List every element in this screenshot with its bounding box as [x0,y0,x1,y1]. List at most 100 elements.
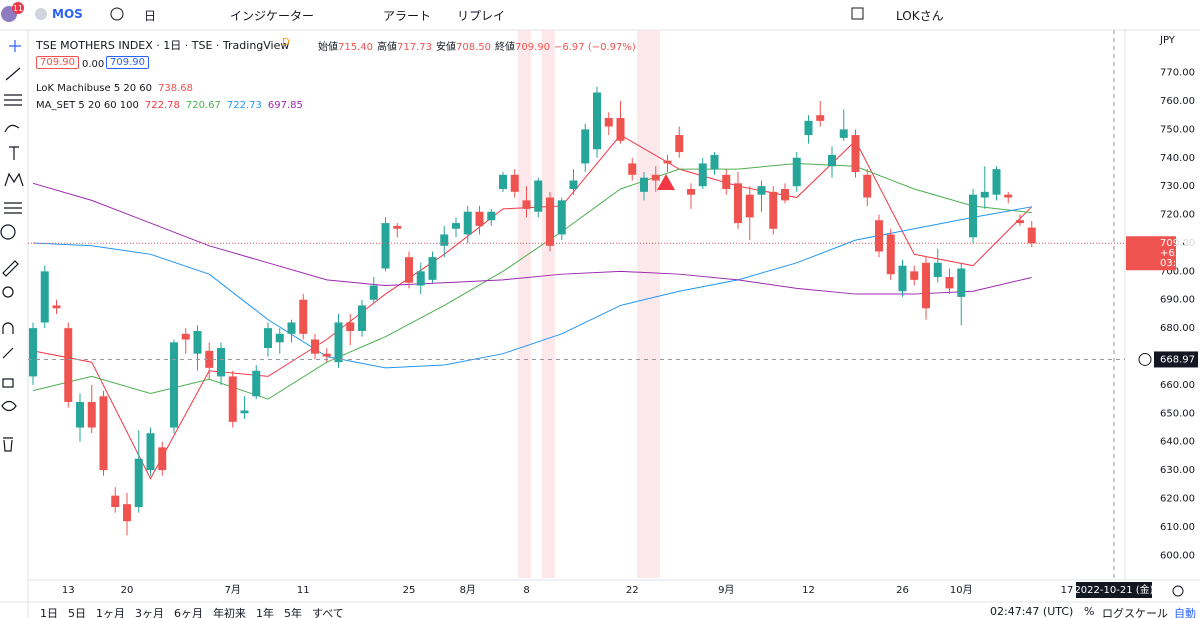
x-tick-label: 26 [896,585,909,596]
candle-body [158,447,167,471]
pattern-tool[interactable] [4,172,24,187]
alert-button[interactable]: アラート [383,9,432,23]
range-button[interactable]: 6ヶ月 [174,607,203,618]
candle-body [393,225,402,229]
line-tool[interactable] [5,67,21,81]
replay-button[interactable]: リプレイ [457,9,506,23]
y-tick-label: 710.00 [1160,238,1195,249]
interval[interactable]: 日 [144,9,157,23]
symbol[interactable]: MOS [52,7,83,21]
zoom-tool[interactable] [2,286,14,298]
candle-body [710,154,719,170]
range-button[interactable]: 5日 [68,607,86,618]
last-price-countdown: 03:33:11 [1160,258,1200,269]
candle-body [804,120,813,136]
range-button[interactable]: 1日 [40,607,58,618]
candle-body [381,223,390,269]
ohlc-label: 終値 [495,42,515,53]
crosshair-price: 668.97 [1160,354,1195,365]
settings-icon[interactable] [1172,585,1184,597]
candle-body [76,401,84,428]
candle-body [405,257,413,283]
y-tick-label: 770.00 [1160,68,1195,79]
candle-body [569,180,578,190]
candle-body [99,396,108,471]
y-tick-label: 660.00 [1160,380,1195,391]
text-tool[interactable] [9,146,19,160]
candle-body [698,163,707,187]
candle-body [675,135,684,153]
y-tick-label: 640.00 [1160,437,1195,448]
prediction-tool[interactable] [4,202,22,214]
percent-toggle[interactable]: % [1084,605,1095,618]
y-tick-label: 700.00 [1160,266,1195,277]
last-price-change: +6.47% [1160,248,1200,259]
candle-body [64,328,73,402]
last-price-label: 709.90 [1160,238,1195,249]
candle-body [557,200,566,235]
y-tick-label: 630.00 [1160,465,1195,476]
range-button[interactable]: 5年 [284,607,302,618]
candle-body [275,333,284,343]
indicators-button[interactable]: インジケーター [230,9,315,23]
range-button[interactable]: 年初来 [213,607,246,618]
candle-body [969,194,977,238]
study-name: LoK Machibuse 5 20 60 [36,83,153,94]
x-tick-label: 13 [62,585,75,596]
add-symbol[interactable] [110,7,124,21]
lock-tool[interactable] [2,378,14,388]
candle-body [898,265,907,292]
badge-bg [12,2,24,14]
ohlc-value: 709.90 [515,42,550,53]
legend-ohlc: 始値715.40 高値717.73 安値708.50 終値709.90 −6.97 (−… [318,38,636,53]
crosshair-add [1138,352,1152,366]
ohlc-value: 717.73 [397,42,432,53]
candle-body [87,401,96,428]
cursor-tool[interactable] [9,40,21,52]
currency-label: JPY [1159,35,1176,46]
candle-body [734,183,742,224]
emoji-tool[interactable] [0,224,16,240]
fib-tool[interactable] [4,94,22,106]
plot [29,86,1036,536]
legend-title: TSE MOTHERS INDEX · 1日 · TSE · TradingVi… [36,39,290,52]
candle-body [487,211,496,221]
checkbox[interactable] [851,7,864,20]
candle-body [1027,227,1036,244]
range-button[interactable]: すべて [312,607,344,618]
candle-body [475,211,484,226]
candle-body [228,376,237,422]
hide-tool[interactable] [1,400,17,412]
candle-body [358,305,366,331]
auto-toggle[interactable]: 自動 [1174,607,1196,618]
candle-body [593,92,601,150]
range-button[interactable]: 1年 [256,607,274,618]
candle-body [781,189,789,201]
brush-tool[interactable] [4,124,20,133]
candle-body [287,322,296,334]
left-toolbar [0,40,24,452]
ma-line [32,206,1032,369]
lock-draw-tool[interactable] [2,347,14,359]
candle-body [628,163,637,175]
candle-body [522,200,531,209]
range-button[interactable]: 1ヶ月 [96,607,125,618]
candle-body [252,370,261,397]
study-value: 738.68 [158,83,194,94]
candle-body [369,285,378,300]
ohlc-value: 708.50 [456,42,491,53]
candle-body [687,189,695,195]
magnet-tool[interactable] [2,322,14,334]
user-menu[interactable]: LOKさん [896,9,944,23]
candle-body [193,330,202,354]
trash-tool[interactable] [3,437,13,452]
study-value: 697.85 [267,100,303,111]
log-toggle[interactable]: ログスケール [1102,607,1168,618]
highlight-band [637,30,660,578]
x-tick-label: 8月 [460,584,476,596]
ruler-tool[interactable] [2,260,19,277]
y-tick-label: 750.00 [1160,124,1195,135]
candle-body [299,299,308,334]
x-tick-label: 11 [297,585,310,596]
range-button[interactable]: 3ヶ月 [135,607,164,618]
